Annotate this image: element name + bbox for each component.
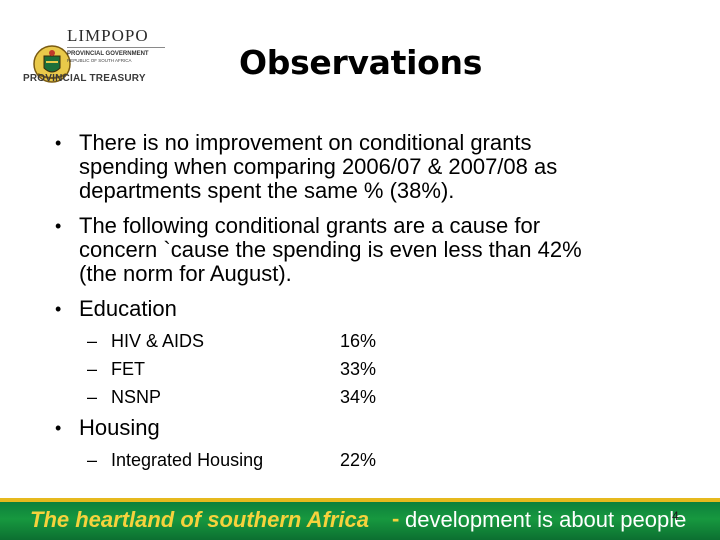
footer-slogan-part2: development is about people xyxy=(405,507,687,532)
sub-item-label: FET xyxy=(111,359,145,379)
page-number: 4 xyxy=(672,509,679,523)
slide-title: Observations xyxy=(239,43,483,82)
bullet-icon: • xyxy=(55,418,62,438)
footer-accent-strip xyxy=(0,498,720,502)
bullet-icon: • xyxy=(55,216,62,236)
logo-country: REPUBLIC OF SOUTH AFRICA xyxy=(67,58,132,63)
dash-icon: – xyxy=(87,331,98,351)
bullet-line: departments spent the same % (38%). xyxy=(79,178,455,203)
footer-separator: - xyxy=(392,506,400,531)
bullet-icon: • xyxy=(55,299,62,319)
dash-icon: – xyxy=(87,387,98,407)
sub-item-label: HIV & AIDS xyxy=(111,331,205,351)
sub-item-label: NSNP xyxy=(111,387,162,407)
coat-of-arms-icon xyxy=(33,45,71,83)
sub-item-value: 16% xyxy=(340,331,377,351)
bullet-text: There is no improvement on conditional g… xyxy=(79,131,679,203)
bullet-line: concern `cause the spending is even less… xyxy=(79,237,582,262)
bullet-line: spending when comparing 2006/07 & 2007/0… xyxy=(79,154,558,179)
footer-slogan-part1: The heartland of southern Africa xyxy=(30,507,370,532)
sub-item-value: 22% xyxy=(340,450,377,470)
bullet-text: The following conditional grants are a c… xyxy=(79,214,679,286)
logo-divider xyxy=(67,47,165,48)
bullet-line: There is no improvement on conditional g… xyxy=(79,130,532,155)
logo-subtitle: PROVINCIAL GOVERNMENT xyxy=(67,51,149,57)
sub-item-value: 34% xyxy=(340,387,377,407)
logo-name: LIMPOPO xyxy=(67,26,149,45)
bullet-text: Housing xyxy=(79,415,160,440)
dash-icon: – xyxy=(87,450,98,470)
footer-banner xyxy=(0,498,720,540)
bullet-line: The following conditional grants are a c… xyxy=(79,213,541,238)
bullet-text: Education xyxy=(79,296,177,321)
bullet-icon: • xyxy=(55,133,62,153)
sub-item-label: Integrated Housing xyxy=(111,450,264,470)
sub-item-value: 33% xyxy=(340,359,377,379)
limpopo-logo xyxy=(14,22,174,112)
logo-department: PROVINCIAL TREASURY xyxy=(23,73,146,84)
bullet-line: (the norm for August). xyxy=(79,261,292,286)
dash-icon: – xyxy=(87,359,98,379)
